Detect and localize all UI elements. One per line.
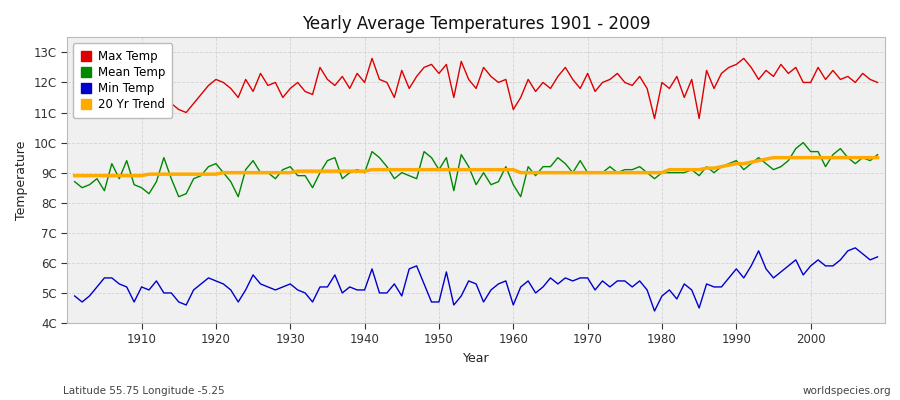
Title: Yearly Average Temperatures 1901 - 2009: Yearly Average Temperatures 1901 - 2009 bbox=[302, 15, 651, 33]
Y-axis label: Temperature: Temperature bbox=[15, 140, 28, 220]
Text: Latitude 55.75 Longitude -5.25: Latitude 55.75 Longitude -5.25 bbox=[63, 386, 225, 396]
X-axis label: Year: Year bbox=[463, 352, 490, 365]
Legend: Max Temp, Mean Temp, Min Temp, 20 Yr Trend: Max Temp, Mean Temp, Min Temp, 20 Yr Tre… bbox=[73, 43, 173, 118]
Text: worldspecies.org: worldspecies.org bbox=[803, 386, 891, 396]
